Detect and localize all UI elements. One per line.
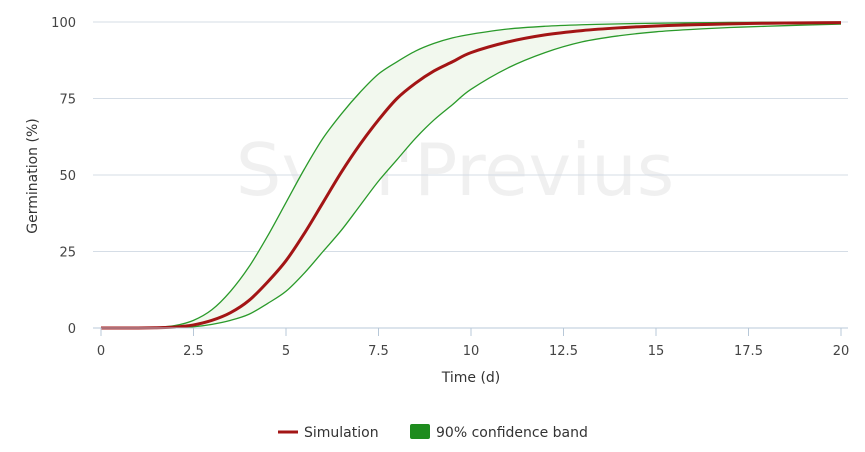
- band-fill: [101, 22, 841, 329]
- legend-item-confidence-band[interactable]: 90% confidence band: [410, 424, 588, 441]
- legend-band-swatch: [410, 424, 430, 439]
- series-lines: [100, 21, 842, 330]
- axes: [93, 327, 848, 336]
- x-tick-label: 2.5: [183, 344, 204, 359]
- confidence-band: [101, 22, 841, 329]
- x-tick-label: 10: [463, 344, 480, 359]
- x-tick-label: 7.5: [368, 344, 389, 359]
- x-axis-title: Time (d): [441, 370, 501, 386]
- legend: Simulation 90% confidence band: [278, 424, 588, 441]
- simulation-line: [100, 21, 842, 330]
- band-upper-line: [100, 21, 842, 329]
- y-tick-label: 0: [68, 322, 76, 337]
- x-tick-label: 12.5: [549, 344, 578, 359]
- x-tick-labels: 0 2.5 5 7.5 10 12.5 15 17.5 20: [97, 344, 849, 359]
- x-tick-label: 5: [282, 344, 290, 359]
- x-tick-label: 15: [648, 344, 665, 359]
- legend-simulation-label: Simulation: [304, 425, 379, 441]
- y-tick-label: 75: [59, 93, 76, 108]
- grid-lines: [93, 21, 848, 252]
- y-axis-title: Germination (%): [25, 118, 41, 233]
- band-lower-line: [101, 23, 842, 329]
- y-tick-label: 25: [59, 246, 76, 261]
- x-tick-label: 17.5: [734, 344, 763, 359]
- y-tick-label: 100: [51, 16, 76, 31]
- y-tick-label: 50: [59, 169, 76, 184]
- x-tick-label: 20: [833, 344, 850, 359]
- legend-band-label: 90% confidence band: [436, 425, 588, 441]
- y-tick-labels: 0 25 50 75 100: [51, 16, 76, 337]
- x-tick-label: 0: [97, 344, 105, 359]
- legend-item-simulation[interactable]: Simulation: [278, 425, 379, 441]
